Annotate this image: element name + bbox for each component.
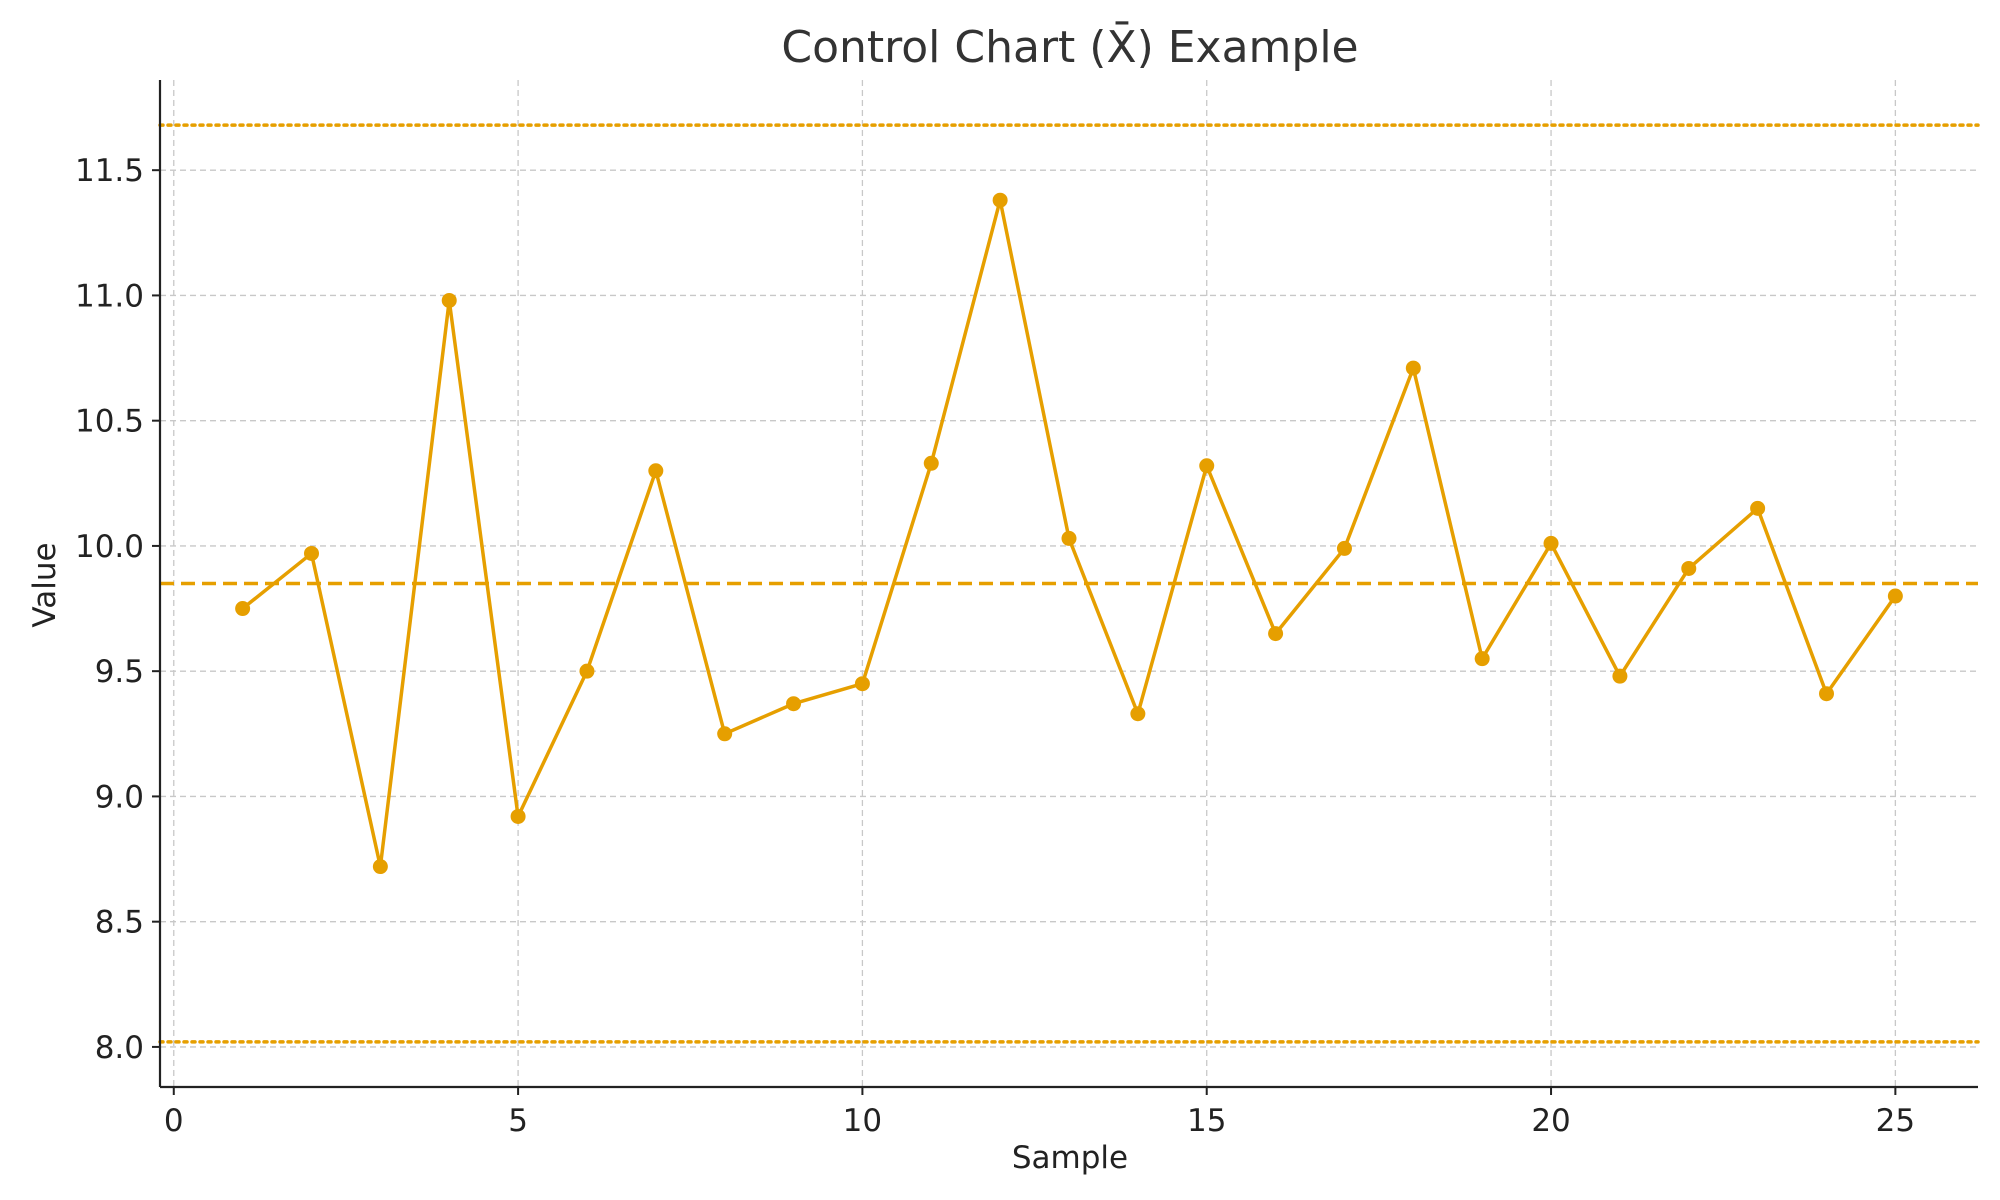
data-point bbox=[717, 726, 733, 742]
series bbox=[235, 192, 1903, 875]
data-point bbox=[372, 859, 388, 875]
data-point bbox=[992, 192, 1008, 208]
y-tick-label: 8.5 bbox=[95, 905, 144, 941]
y-tick-label: 10.5 bbox=[75, 404, 144, 440]
y-tick-label: 10.0 bbox=[75, 529, 144, 565]
data-point bbox=[1887, 588, 1903, 604]
y-tick-label: 9.5 bbox=[95, 654, 144, 690]
data-point bbox=[1819, 686, 1834, 702]
y-tick-label: 9.0 bbox=[95, 779, 144, 815]
data-point bbox=[510, 808, 526, 824]
y-axis-label: Value bbox=[27, 542, 63, 627]
data-point bbox=[786, 696, 802, 712]
x-tick-label: 5 bbox=[508, 1103, 528, 1139]
data-point bbox=[1750, 500, 1766, 516]
data-point bbox=[1612, 668, 1628, 684]
data-point bbox=[1061, 530, 1077, 546]
data-point bbox=[304, 545, 319, 561]
axes: 0 5 10 15 20 25 8.0 8.5 9.0 9.5 10.0 10.5 11.0 11.5 bbox=[75, 80, 1978, 1139]
data-point bbox=[1681, 560, 1697, 576]
data-point bbox=[441, 292, 457, 308]
x-tick-label: 0 bbox=[164, 1103, 184, 1139]
data-point bbox=[1268, 626, 1284, 642]
data-point bbox=[235, 601, 251, 617]
grid bbox=[160, 80, 1978, 1087]
data-point bbox=[579, 663, 595, 679]
chart-title: Control Chart (X̄) Example bbox=[781, 20, 1358, 73]
data-point bbox=[648, 463, 664, 479]
y-tick-label: 8.0 bbox=[95, 1030, 144, 1066]
data-point bbox=[1199, 458, 1215, 474]
x-tick-label: 15 bbox=[1187, 1103, 1226, 1139]
x-tick-label: 10 bbox=[843, 1103, 882, 1139]
data-point bbox=[1543, 535, 1559, 551]
reference-lines bbox=[158, 123, 1980, 1044]
data-point bbox=[1474, 651, 1490, 667]
data-point bbox=[1130, 706, 1146, 722]
data-point bbox=[923, 455, 939, 471]
y-tick-label: 11.0 bbox=[75, 278, 144, 314]
data-point bbox=[854, 676, 870, 692]
data-point bbox=[1336, 540, 1352, 556]
x-tick-label: 20 bbox=[1531, 1103, 1570, 1139]
x-axis-label: Sample bbox=[1012, 1140, 1128, 1176]
y-tick-label: 11.5 bbox=[75, 153, 144, 189]
x-tick-label: 25 bbox=[1876, 1103, 1915, 1139]
data-point bbox=[1405, 360, 1421, 376]
